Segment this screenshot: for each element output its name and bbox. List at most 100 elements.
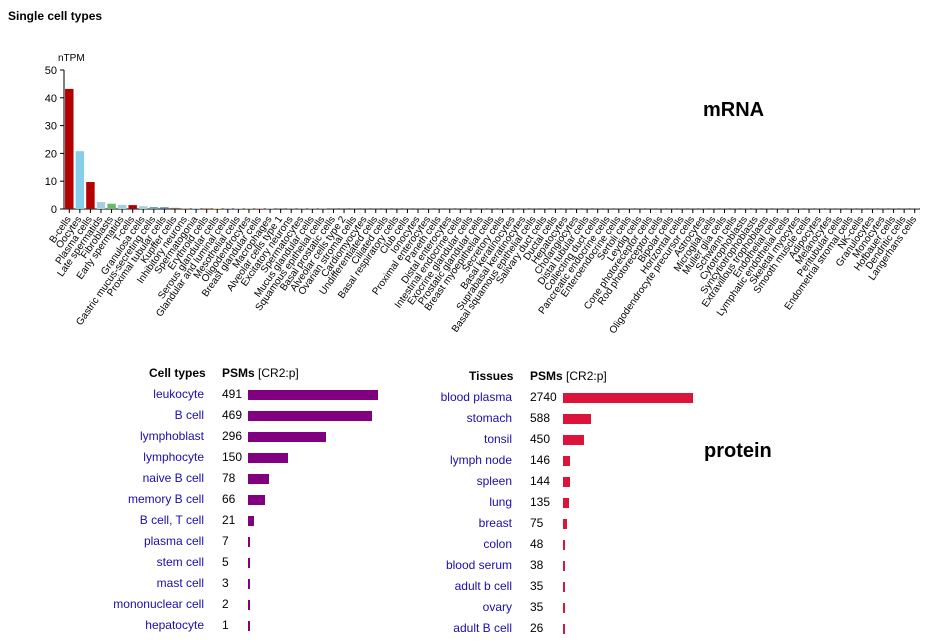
row-link[interactable]: B cell, T cell [139, 513, 204, 527]
row-link[interactable]: memory B cell [127, 492, 204, 506]
row-link[interactable]: colon [483, 537, 512, 551]
row-link[interactable]: mononuclear cell [113, 597, 204, 611]
bar [96, 202, 106, 209]
row-value: 135 [530, 495, 551, 509]
bar [160, 207, 169, 209]
table-row: breast 75 [0, 516, 928, 537]
row-link[interactable]: lymphocyte [143, 450, 204, 464]
y-tick-label: 50 [45, 65, 57, 77]
psms-header-label: PSMs [530, 369, 563, 383]
table-row: B cell 469 [0, 408, 928, 429]
row-link[interactable]: ovary [482, 600, 512, 614]
row-link[interactable]: spleen [476, 474, 512, 488]
y-tick-label: 30 [45, 121, 57, 133]
bar [170, 207, 180, 209]
row-value: 491 [222, 387, 243, 401]
row-bar [563, 456, 570, 466]
table-row: adult b cell 35 [0, 579, 928, 600]
table-row: colon 48 [0, 537, 928, 558]
protein-label: protein [704, 440, 772, 462]
row-value: 296 [222, 429, 243, 443]
row-link[interactable]: stem cell [156, 555, 204, 569]
bar [181, 208, 190, 209]
table-row: blood serum 38 [0, 558, 928, 579]
row-bar [563, 414, 591, 424]
bar [107, 203, 116, 209]
row-bar [248, 537, 250, 547]
bar [202, 208, 211, 209]
row-link[interactable]: lymphoblast [139, 429, 204, 443]
row-link[interactable]: blood plasma [440, 390, 512, 404]
row-bar [563, 561, 565, 571]
row-link[interactable]: mast cell [156, 576, 204, 590]
y-tick-label: 10 [45, 176, 57, 188]
row-bar [248, 600, 250, 610]
row-value: 450 [530, 432, 551, 446]
row-link[interactable]: breast [478, 516, 512, 530]
row-value: 144 [530, 474, 551, 488]
table-row: stem cell 5 [0, 555, 928, 576]
row-link[interactable]: stomach [466, 411, 512, 425]
row-value: 146 [530, 453, 551, 467]
psms-header-label: PSMs [222, 366, 255, 380]
row-bar [248, 495, 266, 505]
table-row: memory B cell 66 [0, 492, 928, 513]
row-link[interactable]: hepatocyte [145, 618, 204, 632]
row-link[interactable]: B cell [174, 408, 204, 422]
table-row: lymphoblast 296 [0, 429, 928, 450]
row-link[interactable]: lymph node [449, 453, 512, 467]
row-value: 7 [222, 534, 229, 548]
bar [75, 151, 85, 209]
row-bar [563, 519, 567, 529]
bar [223, 208, 233, 209]
psms-header-unit: [CR2:p] [566, 369, 607, 383]
table-row: leukocyte 491 [0, 387, 928, 408]
row-value: 2 [222, 597, 229, 611]
row-link[interactable]: naive B cell [142, 471, 204, 485]
table-row: mast cell 3 [0, 576, 928, 597]
table-row: ovary 35 [0, 600, 928, 621]
table-row: plasma cell 7 [0, 534, 928, 555]
row-link[interactable]: leukocyte [153, 387, 204, 401]
tissues-header: Tissues [469, 369, 514, 383]
row-bar [563, 393, 693, 403]
y-axis-label: nTPM [58, 53, 85, 64]
row-link[interactable]: tonsil [483, 432, 512, 446]
bar [65, 88, 74, 209]
row-link[interactable]: adult B cell [453, 621, 512, 635]
table-row: mononuclear cell 2 [0, 597, 928, 618]
bar [191, 208, 201, 209]
row-bar [563, 498, 570, 508]
bar [128, 205, 137, 209]
table-row: lymphocyte 150 [0, 450, 928, 471]
row-value: 469 [222, 408, 243, 422]
row-link[interactable]: blood serum [445, 558, 512, 572]
row-link[interactable]: plasma cell [143, 534, 204, 548]
row-bar [248, 579, 250, 589]
y-tick-label: 0 [51, 204, 57, 216]
psms-header-unit: [CR2:p] [258, 366, 299, 380]
row-value: 38 [530, 558, 544, 572]
row-value: 2740 [530, 390, 557, 404]
table-row: lung 135 [0, 495, 928, 516]
row-value: 66 [222, 492, 236, 506]
table-row: hepatocyte 1 [0, 618, 928, 639]
row-bar [248, 432, 327, 442]
row-value: 21 [222, 513, 236, 527]
row-value: 78 [222, 471, 236, 485]
row-bar [248, 474, 269, 484]
row-value: 5 [222, 555, 229, 569]
table-row: naive B cell 78 [0, 471, 928, 492]
tissues-psms-header: PSMs [CR2:p] [530, 369, 607, 383]
bar [234, 208, 243, 209]
row-link[interactable]: lung [489, 495, 512, 509]
page-title: Single cell types [8, 9, 103, 23]
row-value: 35 [530, 600, 544, 614]
row-value: 150 [222, 450, 243, 464]
row-bar [248, 558, 250, 568]
row-link[interactable]: adult b cell [454, 579, 512, 593]
mrna-label: mRNA [703, 99, 765, 121]
row-bar [248, 453, 288, 463]
row-value: 48 [530, 537, 544, 551]
